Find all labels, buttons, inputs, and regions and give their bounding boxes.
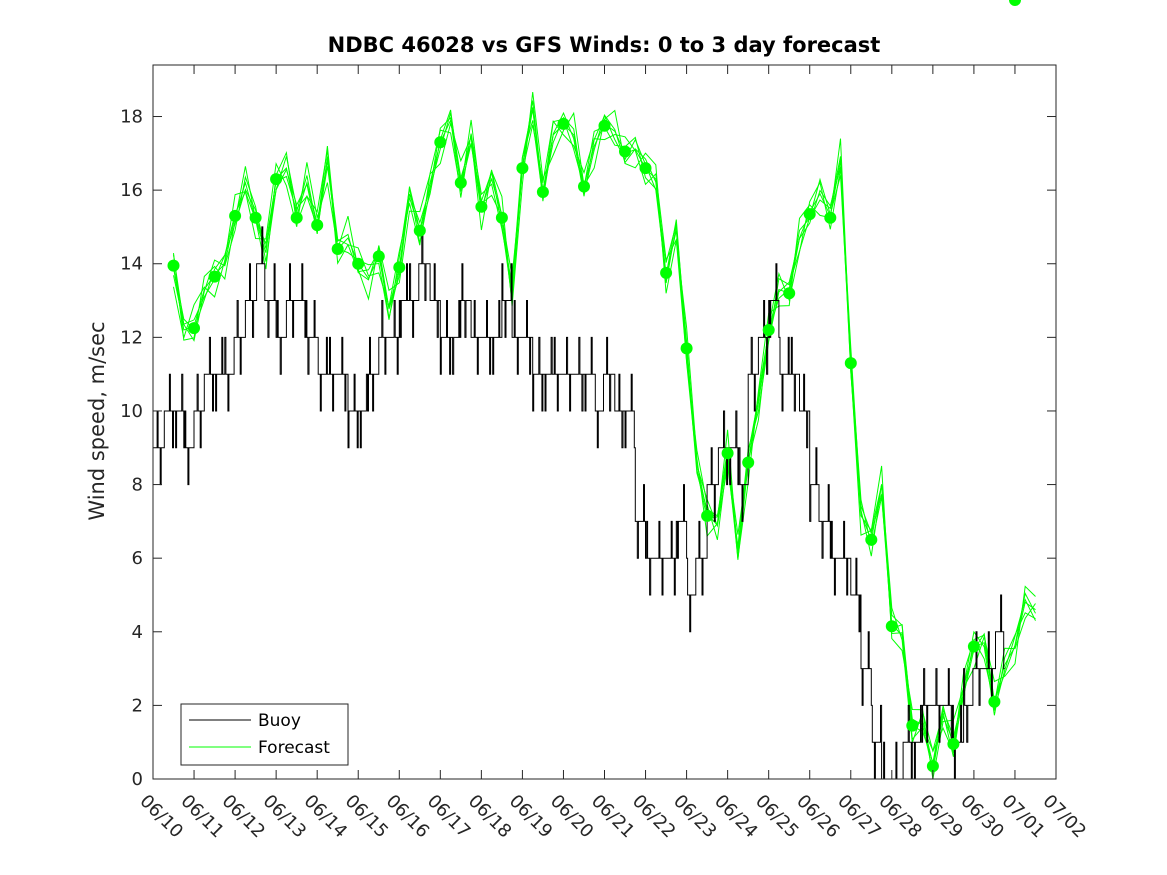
forecast-point xyxy=(660,266,673,279)
y-axis-label: Wind speed, m/sec xyxy=(85,321,109,520)
forecast-point xyxy=(598,119,611,132)
forecast-point xyxy=(885,620,898,633)
forecast-point xyxy=(188,322,200,335)
forecast-point xyxy=(331,243,344,255)
forecast-point xyxy=(454,176,467,189)
y-tick-label: 14 xyxy=(120,254,143,275)
y-tick-labels: 0 2 4 6 8 10 12 14 16 18 xyxy=(120,107,143,790)
forecast-point xyxy=(701,509,714,522)
y-tick-label: 16 xyxy=(120,180,143,201)
forecast-point xyxy=(249,211,262,224)
forecast-point xyxy=(721,447,734,460)
forecast-point xyxy=(167,259,180,272)
forecast-point xyxy=(393,261,406,274)
forecast-point xyxy=(824,211,837,224)
forecast-point xyxy=(352,257,365,270)
forecast-point xyxy=(311,219,324,232)
axis-ticks xyxy=(152,65,1057,780)
legend-buoy-label: Buoy xyxy=(258,711,301,731)
y-tick-label: 0 xyxy=(132,769,143,790)
forecast-point xyxy=(926,760,939,773)
forecast-point xyxy=(639,162,652,175)
forecast-point xyxy=(495,211,508,224)
y-tick-label: 10 xyxy=(120,401,143,422)
forecast-point xyxy=(742,456,755,469)
forecast-point xyxy=(844,357,857,370)
y-tick-label: 8 xyxy=(132,475,143,496)
legend-box xyxy=(180,703,349,766)
y-tick-label: 6 xyxy=(132,548,143,569)
forecast-point xyxy=(619,145,631,158)
forecast-point xyxy=(229,209,242,222)
forecast-point xyxy=(475,200,488,213)
forecast-point xyxy=(557,117,570,130)
forecast-point xyxy=(988,695,1001,708)
forecast-point xyxy=(208,270,221,283)
y-tick-label: 2 xyxy=(132,695,143,716)
forecast-point xyxy=(762,324,775,336)
forecast-point xyxy=(783,287,796,300)
forecast-point xyxy=(947,738,960,750)
forecast-point xyxy=(372,250,385,263)
legend: Buoy Forecast xyxy=(180,703,349,766)
y-tick-label: 18 xyxy=(120,107,143,128)
forecast-run-line xyxy=(173,119,1036,755)
forecast-markers xyxy=(167,0,1021,773)
forecast-point xyxy=(803,208,816,221)
forecast-point xyxy=(270,173,283,186)
chart-title: NDBC 46028 vs GFS Winds: 0 to 3 day fore… xyxy=(328,33,881,57)
forecast-point xyxy=(1009,0,1021,6)
forecast-point xyxy=(967,640,980,653)
forecast-point xyxy=(516,162,529,175)
y-tick-label: 12 xyxy=(120,327,143,348)
legend-forecast-label: Forecast xyxy=(258,738,330,758)
forecast-point xyxy=(536,186,549,198)
forecast-point xyxy=(434,136,447,149)
forecast-point xyxy=(680,342,693,355)
forecast-point xyxy=(413,224,426,237)
forecast-point xyxy=(906,719,919,732)
forecast-point xyxy=(578,180,590,193)
buoy-series-line xyxy=(153,226,1005,780)
y-tick-label: 4 xyxy=(132,622,143,643)
forecast-point xyxy=(290,211,303,224)
forecast-run-line xyxy=(173,92,1036,780)
forecast-point xyxy=(865,533,878,546)
